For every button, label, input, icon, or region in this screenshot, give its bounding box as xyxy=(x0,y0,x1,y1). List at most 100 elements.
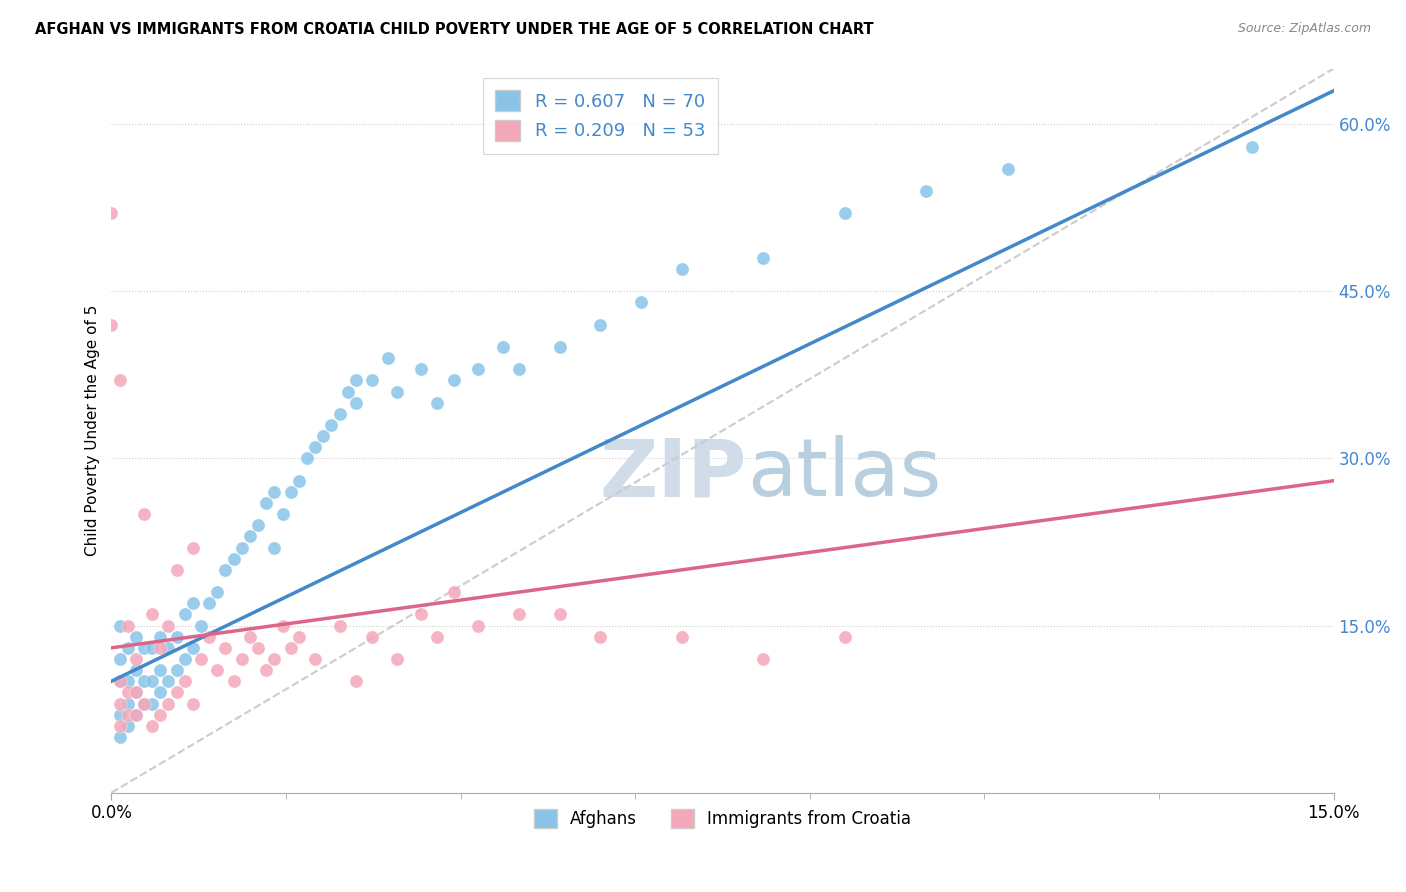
Point xyxy=(125,685,148,699)
Point xyxy=(125,630,148,644)
Point xyxy=(263,484,285,499)
Point xyxy=(834,630,856,644)
Point xyxy=(108,719,131,733)
Point xyxy=(377,351,399,366)
Point xyxy=(190,652,212,666)
Point xyxy=(108,674,131,689)
Point xyxy=(508,362,530,376)
Point xyxy=(385,384,408,399)
Point xyxy=(467,362,489,376)
Point xyxy=(231,652,253,666)
Point xyxy=(231,541,253,555)
Point xyxy=(630,295,652,310)
Point xyxy=(312,429,335,443)
Point xyxy=(247,518,270,533)
Point xyxy=(752,251,775,265)
Point xyxy=(271,507,294,521)
Point xyxy=(426,630,449,644)
Point xyxy=(254,496,277,510)
Point xyxy=(166,630,188,644)
Point xyxy=(834,206,856,220)
Point xyxy=(157,640,180,655)
Point xyxy=(304,652,326,666)
Point xyxy=(271,618,294,632)
Text: Source: ZipAtlas.com: Source: ZipAtlas.com xyxy=(1237,22,1371,36)
Point xyxy=(214,563,236,577)
Point xyxy=(141,719,163,733)
Point xyxy=(443,585,465,599)
Point xyxy=(344,674,367,689)
Point xyxy=(141,640,163,655)
Point xyxy=(108,707,131,722)
Point xyxy=(426,395,449,409)
Point xyxy=(239,630,262,644)
Point xyxy=(181,640,204,655)
Point xyxy=(344,395,367,409)
Point xyxy=(548,607,571,622)
Point xyxy=(108,618,131,632)
Point xyxy=(508,607,530,622)
Point xyxy=(117,685,139,699)
Point xyxy=(997,161,1019,176)
Point xyxy=(263,652,285,666)
Point xyxy=(295,451,318,466)
Text: ZIP: ZIP xyxy=(600,435,747,513)
Point xyxy=(491,340,513,354)
Point xyxy=(207,585,229,599)
Point xyxy=(181,596,204,610)
Point xyxy=(125,685,148,699)
Point xyxy=(100,206,122,220)
Point xyxy=(173,674,195,689)
Text: AFGHAN VS IMMIGRANTS FROM CROATIA CHILD POVERTY UNDER THE AGE OF 5 CORRELATION C: AFGHAN VS IMMIGRANTS FROM CROATIA CHILD … xyxy=(35,22,873,37)
Point xyxy=(247,640,270,655)
Point xyxy=(409,362,432,376)
Point xyxy=(288,630,311,644)
Point xyxy=(157,697,180,711)
Point xyxy=(548,340,571,354)
Point xyxy=(117,719,139,733)
Point xyxy=(344,374,367,388)
Point xyxy=(190,618,212,632)
Point xyxy=(125,707,148,722)
Y-axis label: Child Poverty Under the Age of 5: Child Poverty Under the Age of 5 xyxy=(86,305,100,557)
Point xyxy=(117,640,139,655)
Point xyxy=(173,607,195,622)
Point xyxy=(181,541,204,555)
Point xyxy=(752,652,775,666)
Point xyxy=(157,618,180,632)
Point xyxy=(141,697,163,711)
Text: atlas: atlas xyxy=(747,435,942,513)
Point xyxy=(181,697,204,711)
Point xyxy=(132,697,155,711)
Point xyxy=(385,652,408,666)
Point xyxy=(288,474,311,488)
Point xyxy=(222,551,245,566)
Point xyxy=(117,707,139,722)
Point xyxy=(280,484,302,499)
Point xyxy=(254,663,277,677)
Point xyxy=(166,663,188,677)
Point xyxy=(125,707,148,722)
Point xyxy=(671,262,693,277)
Point xyxy=(589,318,612,332)
Point xyxy=(198,596,221,610)
Point xyxy=(321,417,343,432)
Legend: Afghans, Immigrants from Croatia: Afghans, Immigrants from Croatia xyxy=(527,803,918,835)
Point xyxy=(214,640,236,655)
Point xyxy=(280,640,302,655)
Point xyxy=(141,607,163,622)
Point xyxy=(125,652,148,666)
Point xyxy=(117,697,139,711)
Point xyxy=(125,663,148,677)
Point xyxy=(132,674,155,689)
Point xyxy=(166,685,188,699)
Point xyxy=(100,318,122,332)
Point xyxy=(443,374,465,388)
Point xyxy=(263,541,285,555)
Point xyxy=(915,184,938,198)
Point xyxy=(361,374,384,388)
Point xyxy=(1241,139,1264,153)
Point xyxy=(329,407,352,421)
Point xyxy=(149,663,172,677)
Point xyxy=(149,640,172,655)
